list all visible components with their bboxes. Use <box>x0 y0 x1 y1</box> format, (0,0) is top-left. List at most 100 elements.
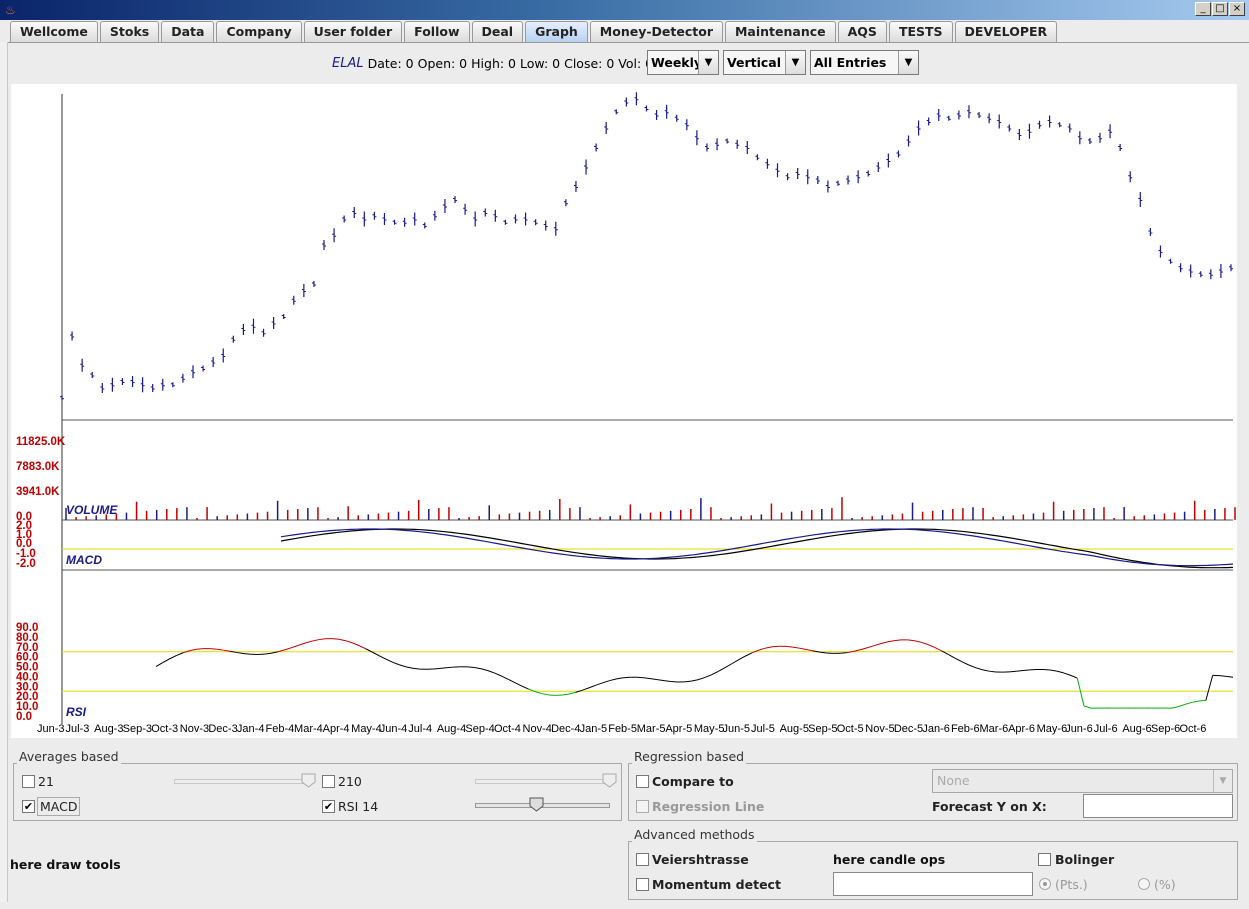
x-tick-label: Feb-4 <box>265 723 294 735</box>
rsi-line-segment <box>840 652 847 654</box>
rsi-line-segment <box>535 691 543 695</box>
regression-line-checkbox[interactable] <box>636 800 649 813</box>
period-select[interactable]: Weekly ▼ <box>647 50 719 75</box>
rsi-line-segment <box>806 649 814 652</box>
rsi-line-segment <box>440 667 448 669</box>
rsi-line-segment <box>1083 705 1091 709</box>
ma21-slider[interactable] <box>174 779 314 784</box>
tab-user-folder[interactable]: User folder <box>303 21 403 42</box>
rsi-line-segment <box>372 651 380 657</box>
compare-select[interactable]: None ▼ <box>932 769 1233 793</box>
ma210-checkbox[interactable] <box>322 775 335 788</box>
tab-company[interactable]: Company <box>216 21 302 42</box>
orientation-select[interactable]: Vertical ▼ <box>723 50 806 75</box>
advanced-group <box>628 841 1238 900</box>
rsi-line-segment <box>467 666 475 668</box>
tab-graph[interactable]: Graph <box>525 21 588 42</box>
volume-tick-label: 0.0 <box>16 511 32 523</box>
tab-deal[interactable]: Deal <box>471 21 524 42</box>
rsi-line-segment <box>731 659 739 665</box>
ma21-checkbox[interactable] <box>22 775 35 788</box>
open-label: Open: 0 <box>417 55 468 71</box>
rsi-line-segment <box>514 682 522 687</box>
compare-checkbox[interactable] <box>636 775 649 788</box>
rsi-line-segment <box>609 678 617 682</box>
bolinger-checkbox[interactable] <box>1038 853 1051 866</box>
rsi-line-segment <box>1016 670 1024 672</box>
ma210-slider[interactable] <box>475 779 615 784</box>
rsi-line-segment <box>528 688 536 693</box>
macd-signal-line <box>280 528 1234 567</box>
graph-tab-panel <box>8 42 1249 908</box>
pct-radio[interactable] <box>1138 878 1150 890</box>
rsi-line-segment <box>867 645 875 649</box>
bolinger-label: Bolinger <box>1055 852 1115 867</box>
tab-maintenance[interactable]: Maintenance <box>724 21 836 42</box>
tab-developer[interactable]: DEVELOPER <box>954 21 1058 42</box>
macd-panel-label: MACD <box>66 553 102 567</box>
rsi-tick-label: 60.0 <box>16 652 38 664</box>
rsi-line-segment <box>480 668 489 672</box>
tab-aqs[interactable]: AQS <box>837 21 887 42</box>
rsi-line-segment <box>860 647 868 651</box>
rsi-line-segment <box>311 639 319 642</box>
macd-tick-label: -1.0 <box>16 548 36 560</box>
rsi-line-segment <box>386 658 394 663</box>
tab-wellcome[interactable]: Wellcome <box>10 21 98 42</box>
rsi-line-segment <box>406 666 414 669</box>
x-tick-label: Dec-5 <box>894 723 923 735</box>
rsi-line-segment <box>982 669 990 672</box>
rsi-slider-thumb[interactable] <box>529 797 544 812</box>
rsi-line-segment <box>298 642 306 646</box>
x-tick-label: May-5 <box>694 723 725 735</box>
rsi-line-segment <box>345 640 353 644</box>
forecast-input[interactable] <box>1083 794 1233 818</box>
rsi-line-segment <box>399 664 407 668</box>
momentum-checkbox[interactable] <box>636 878 649 891</box>
ma21-slider-thumb[interactable] <box>301 773 316 788</box>
rsi-line-segment <box>1199 699 1206 702</box>
momentum-label: Momentum detect <box>652 877 781 892</box>
period-value: Weekly <box>651 55 703 70</box>
x-tick-label: Jan-5 <box>580 723 608 735</box>
rsi-line-segment <box>623 676 631 679</box>
x-tick-label: Jan-4 <box>237 723 265 735</box>
minimize-button[interactable]: _ <box>1195 2 1211 16</box>
rsi-line-segment <box>921 641 929 646</box>
rsi-line-segment <box>927 644 936 649</box>
rsi-line-segment <box>589 684 597 689</box>
rsi-line-segment <box>413 667 421 670</box>
draw-tools-placeholder: here draw tools <box>10 857 121 872</box>
rsi-line-segment <box>792 646 800 649</box>
momentum-input[interactable] <box>833 872 1033 896</box>
ma210-slider-thumb[interactable] <box>602 773 617 788</box>
macd-checkbox[interactable]: ✔ <box>22 800 35 813</box>
rsi-line-segment <box>291 644 299 649</box>
rsi-line-segment <box>745 652 753 657</box>
x-tick-label: Jun-4 <box>380 723 408 735</box>
forecast-label: Forecast Y on X: <box>932 799 1047 814</box>
compare-value: None <box>937 773 970 788</box>
veiershtrasse-checkbox[interactable] <box>636 853 649 866</box>
rsi-line-segment <box>1022 669 1030 672</box>
rsi-line-segment <box>223 649 231 652</box>
rsi-line-segment <box>758 647 766 651</box>
rsi-line-segment <box>602 680 610 684</box>
tab-stoks[interactable]: Stoks <box>99 21 160 42</box>
pts-radio[interactable] <box>1039 878 1051 890</box>
stock-chart[interactable]: 11825.0K 7883.0K 3941.0K 0.0 VOLUME 2.0 1.0 0.0… <box>11 84 1237 738</box>
tab-tests[interactable]: TESTS <box>888 21 953 42</box>
x-tick-label: Sep-3 <box>123 723 152 735</box>
entries-select[interactable]: All Entries ▼ <box>810 50 919 75</box>
tab-follow[interactable]: Follow <box>404 21 470 42</box>
close-button[interactable]: × <box>1229 2 1245 16</box>
rsi-line-segment <box>765 646 773 649</box>
rsi-tick-label: 90.0 <box>16 622 38 634</box>
maximize-button[interactable]: □ <box>1212 2 1228 16</box>
tab-money-detector[interactable]: Money-Detector <box>589 21 723 42</box>
rsi-checkbox[interactable]: ✔ <box>322 800 335 813</box>
regression-line-label: Regression Line <box>652 799 765 814</box>
rsi-line-segment <box>663 680 671 682</box>
tab-data[interactable]: Data <box>161 21 215 42</box>
